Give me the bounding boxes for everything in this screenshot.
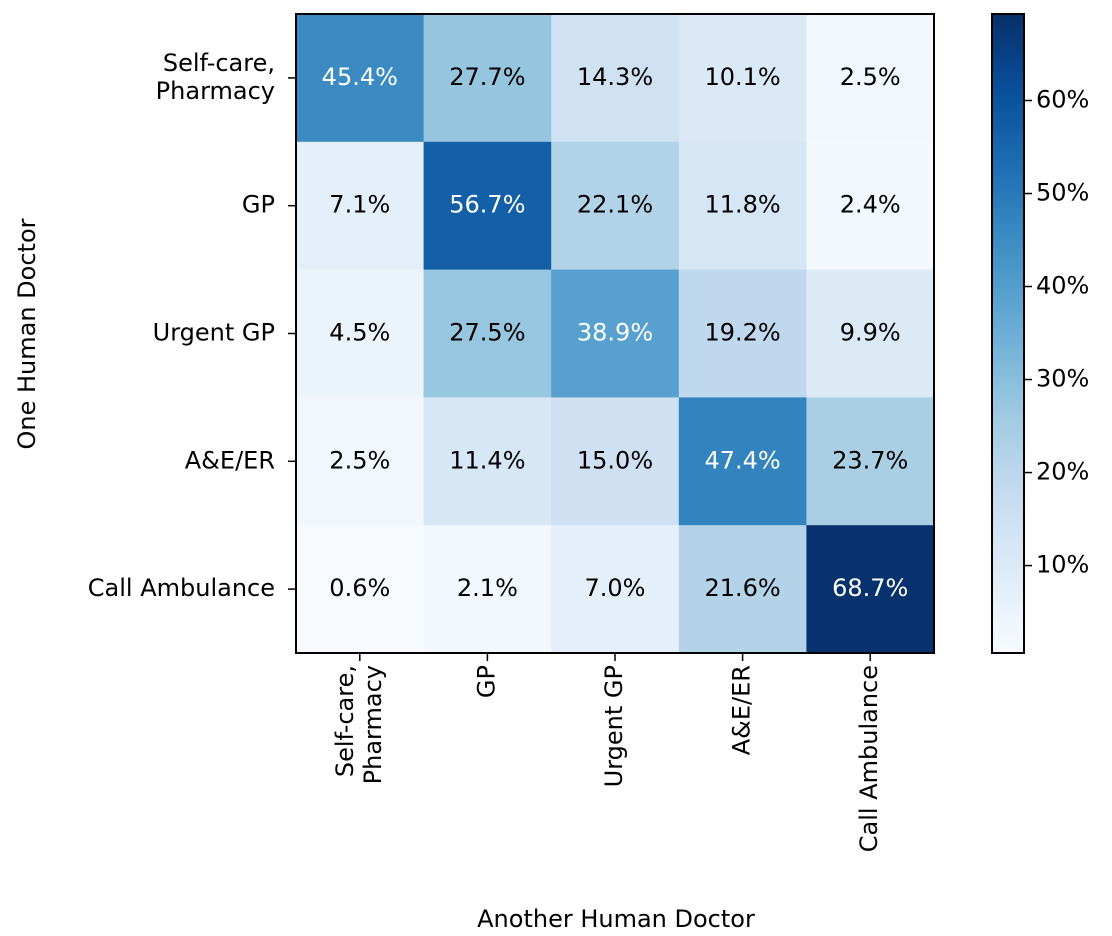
cell-label: 45.4% (322, 63, 398, 91)
cell-label: 2.1% (457, 574, 518, 602)
cell-label: 68.7% (832, 574, 908, 602)
cell-label: 2.5% (329, 446, 390, 474)
cell-label: 15.0% (577, 446, 653, 474)
heatmap-cell (296, 141, 425, 271)
colorbar-tick-label: 30% (1036, 365, 1089, 393)
x-tick-group: Urgent GP (600, 665, 628, 787)
heatmap-cell (551, 141, 680, 271)
cell-label: 19.2% (704, 319, 780, 347)
cell-label: 14.3% (577, 63, 653, 91)
heatmap-cell (678, 397, 807, 526)
heatmap-cell (806, 14, 935, 143)
colorbar-tick-label: 60% (1036, 86, 1089, 114)
cell-label: 56.7% (449, 191, 525, 219)
x-tick-label: Self-care,Pharmacy (331, 665, 387, 784)
x-tick-group: GP (472, 665, 500, 698)
cell-label: 27.5% (449, 319, 525, 347)
heatmap-cell (551, 525, 680, 654)
x-axis-label: Another Human Doctor (477, 905, 755, 933)
x-tick-label: Call Ambulance (855, 665, 883, 852)
heatmap-cell (678, 141, 807, 271)
y-tick-label: Call Ambulance (88, 574, 275, 602)
cell-label: 10.1% (704, 63, 780, 91)
y-tick-label: Self-care, Pharmacy (156, 49, 275, 105)
x-tick-group: A&E/ER (728, 665, 756, 755)
heatmap-cell (806, 397, 935, 526)
cell-label: 11.4% (449, 446, 525, 474)
cell-label: 2.4% (840, 191, 901, 219)
cell-label: 11.8% (704, 191, 780, 219)
x-tick-group: Self-care,Pharmacy (331, 665, 387, 784)
heatmap-cell (423, 397, 552, 526)
cell-label: 38.9% (577, 319, 653, 347)
cell-label: 7.0% (585, 574, 646, 602)
heatmap-cell (423, 525, 552, 654)
heatmap-cell (806, 269, 935, 398)
heatmap-cell (296, 14, 425, 143)
heatmap-cell (806, 141, 935, 271)
cell-label: 0.6% (329, 574, 390, 602)
x-tick-label: Urgent GP (600, 665, 628, 787)
heatmap-cell (296, 525, 425, 654)
x-tick-label: GP (472, 665, 500, 698)
heatmap-cell (423, 269, 552, 398)
heatmap-cell (678, 269, 807, 398)
cell-label: 23.7% (832, 446, 908, 474)
heatmap-cell (551, 397, 680, 526)
heatmap-cell (551, 269, 680, 398)
cell-label: 21.6% (704, 574, 780, 602)
y-tick-label: GP (242, 191, 275, 219)
x-tick-label: A&E/ER (728, 665, 756, 755)
x-tick-group: Call Ambulance (855, 665, 883, 852)
heatmap-cell (678, 525, 807, 654)
colorbar (991, 13, 1025, 654)
colorbar-tick-label: 20% (1036, 458, 1089, 486)
cell-label: 2.5% (840, 63, 901, 91)
cell-label: 7.1% (329, 191, 390, 219)
colorbar-tick-label: 10% (1036, 551, 1089, 579)
colorbar-tick-label: 50% (1036, 179, 1089, 207)
heatmap-cell (296, 397, 425, 526)
heatmap-cell (806, 525, 935, 654)
cell-label: 4.5% (329, 319, 390, 347)
cell-label: 27.7% (449, 63, 525, 91)
heatmap-cell (423, 141, 552, 271)
colorbar-tick-label: 40% (1036, 272, 1089, 300)
heatmap-cell (551, 14, 680, 143)
heatmap-cell (423, 14, 552, 143)
cell-label: 9.9% (840, 319, 901, 347)
heatmap-cell (678, 14, 807, 143)
y-axis-label: One Human Doctor (13, 218, 41, 449)
y-tick-label: Urgent GP (153, 319, 275, 347)
heatmap-cell (296, 269, 425, 398)
y-tick-label: A&E/ER (185, 446, 275, 474)
cell-label: 47.4% (704, 446, 780, 474)
cell-label: 22.1% (577, 191, 653, 219)
